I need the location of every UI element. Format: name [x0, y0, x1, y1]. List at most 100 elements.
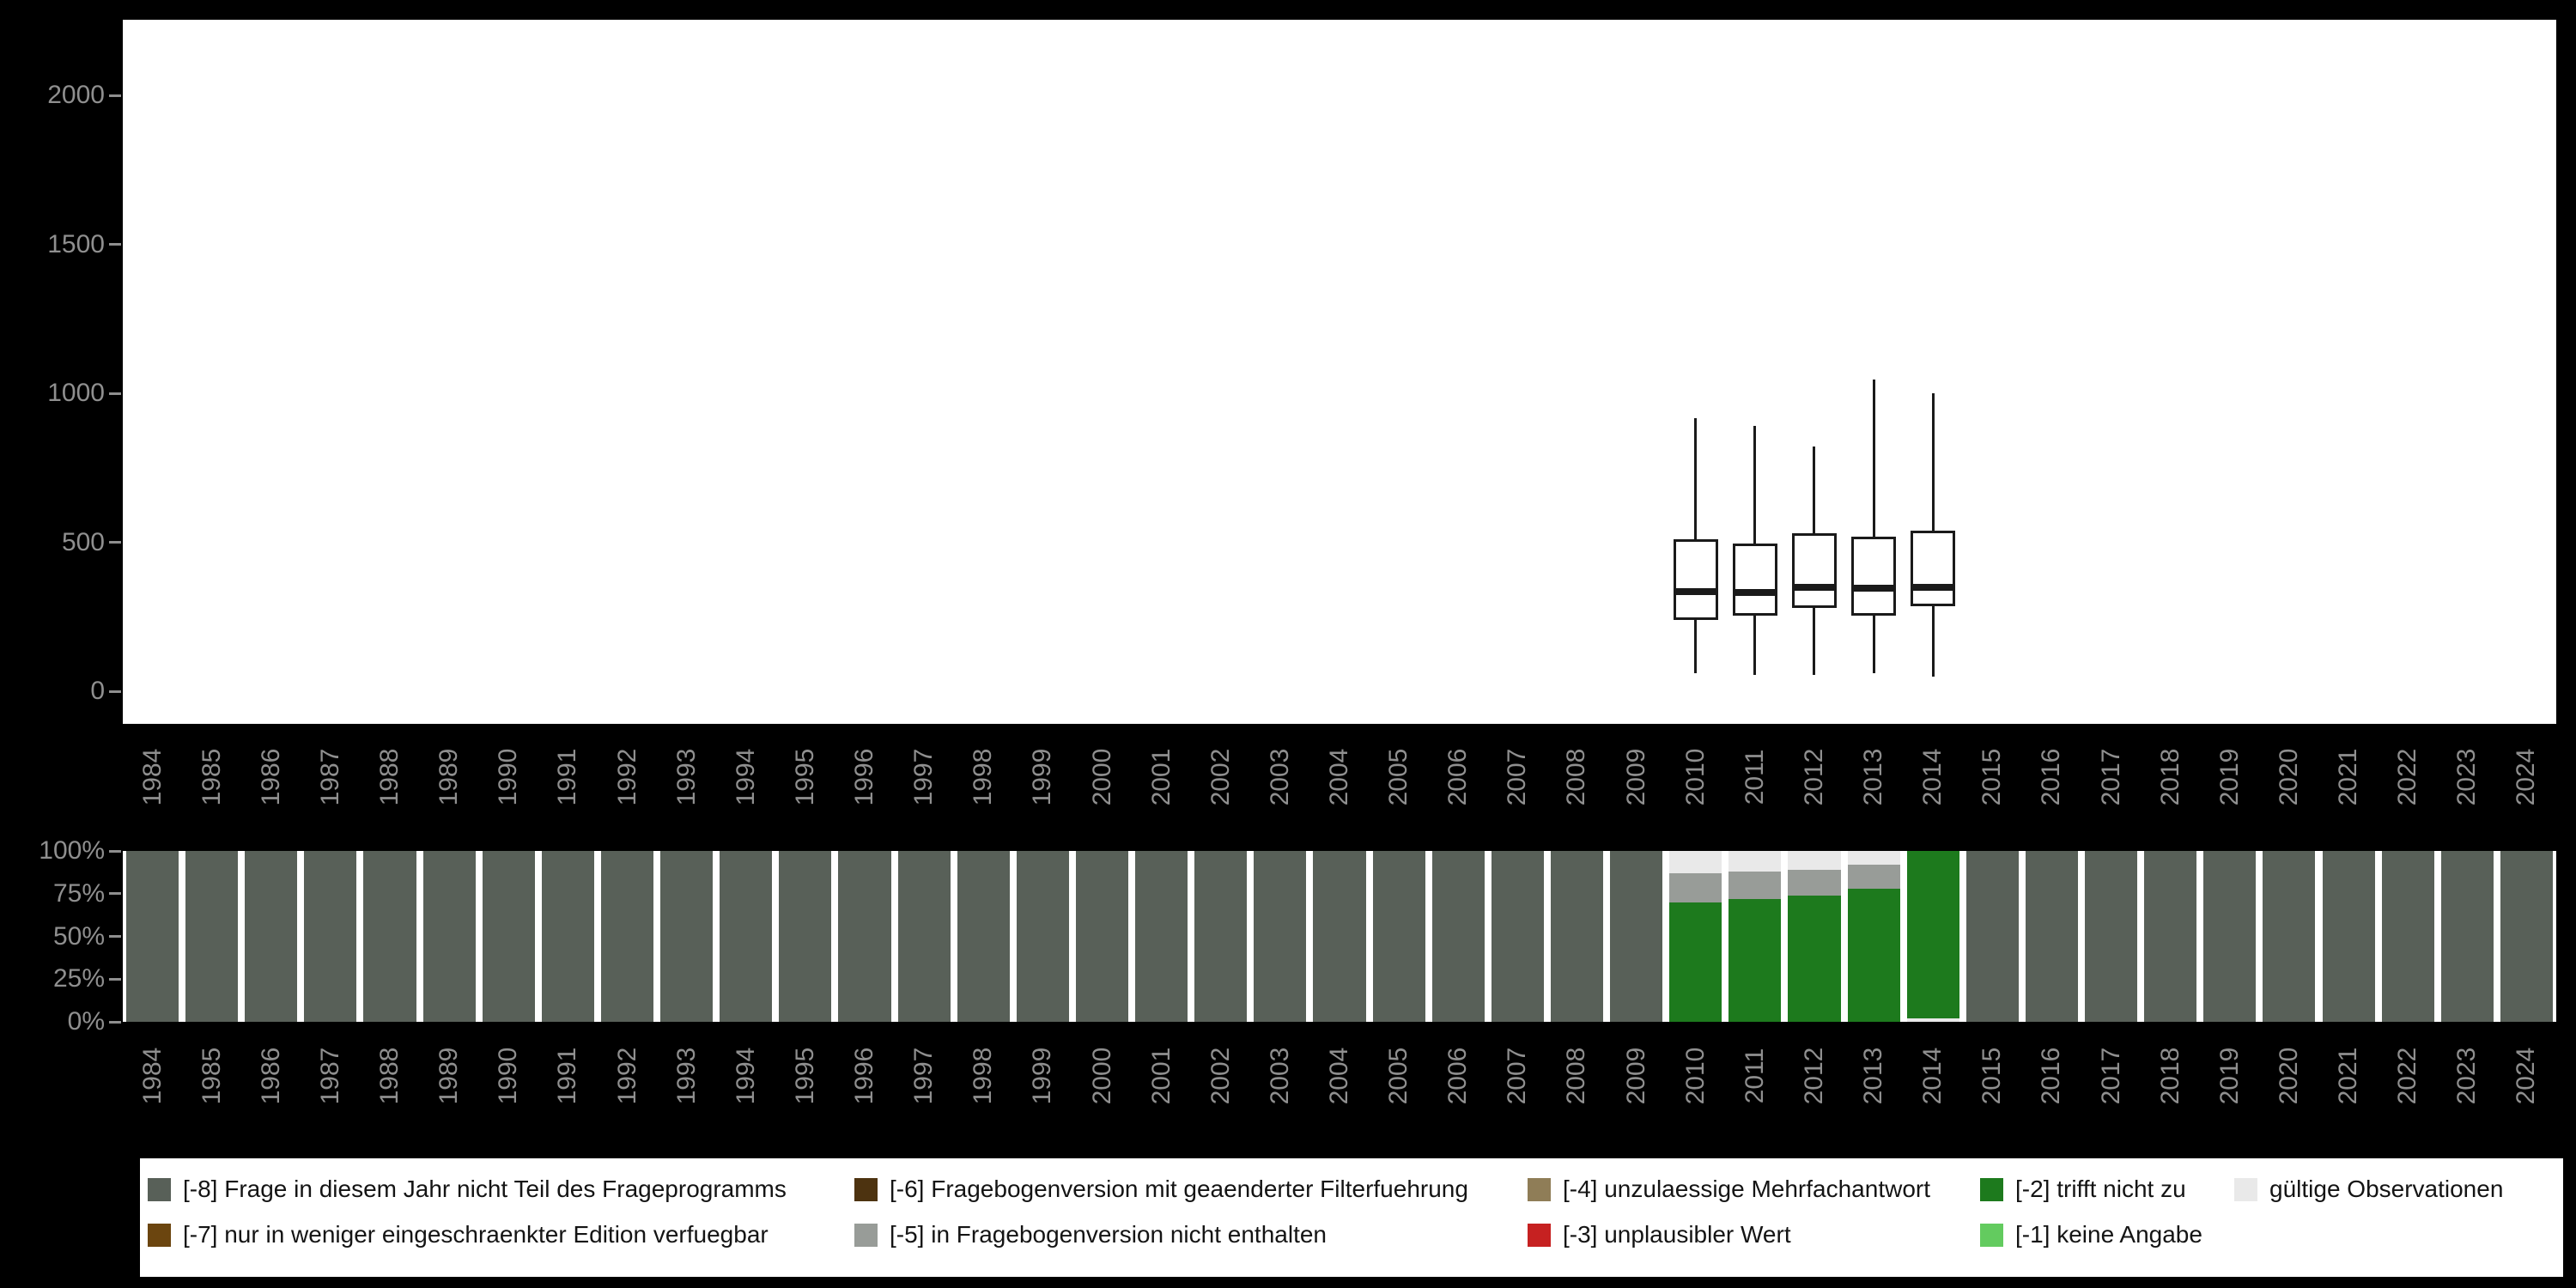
stacked-bar-2017 — [2085, 851, 2138, 1022]
bar-segment--8 — [2085, 851, 2138, 1022]
bars-y-tick-mark — [109, 977, 121, 981]
boxplot-y-tick-label: 1500 — [47, 229, 105, 258]
boxplot-year-label: 2024 — [2512, 748, 2541, 806]
bars-y-tick-label: 0% — [67, 1007, 105, 1036]
bars-year-label: 1995 — [790, 1047, 819, 1105]
boxplot-year-label: 1987 — [315, 748, 344, 806]
stacked-bar-1988 — [363, 851, 416, 1022]
legend-label: [-4] unzulaessige Mehrfachantwort — [1563, 1176, 1930, 1202]
bars-year-label: 2016 — [2037, 1047, 2066, 1105]
boxplot-year-label: 2004 — [1325, 748, 1353, 806]
stacked-bar-2004 — [1313, 851, 1366, 1022]
stacked-bar-2014 — [1906, 851, 1959, 1022]
bar-segment--8 — [2203, 851, 2257, 1022]
boxplot-year-label: 1999 — [1028, 748, 1057, 806]
bar-segment--8 — [1016, 851, 1069, 1022]
boxplot-year-label: 2010 — [1680, 748, 1710, 806]
bars-year-label: 1988 — [375, 1047, 404, 1105]
bar-segment--8 — [957, 851, 1010, 1022]
legend-label: [-2] trifft nicht zu — [2015, 1176, 2186, 1202]
bars-y-tick-label: 100% — [39, 836, 105, 865]
boxplot-year-label: 2008 — [1562, 748, 1591, 806]
bars-year-label: 2012 — [1799, 1047, 1828, 1105]
bar-segment--8 — [1075, 851, 1129, 1022]
boxplot-year-label: 2012 — [1799, 748, 1828, 806]
stacked-bar-2007 — [1491, 851, 1544, 1022]
missing-codes-bar-panel — [123, 851, 2556, 1022]
bar-segment--8 — [1135, 851, 1188, 1022]
bar-segment--8 — [838, 851, 891, 1022]
bars-y-tick-mark — [109, 892, 121, 896]
bars-year-label: 2002 — [1206, 1047, 1235, 1105]
legend-swatch--3-icon — [1528, 1223, 1551, 1247]
bars-year-label: 2013 — [1859, 1047, 1888, 1105]
bar-segment--8 — [245, 851, 298, 1022]
bar-segment--8 — [660, 851, 714, 1022]
stacked-bar-2000 — [1075, 851, 1129, 1022]
legend-item--2: [-2] trifft nicht zu — [1980, 1176, 2186, 1203]
legend-item--4: [-4] unzulaessige Mehrfachantwort — [1528, 1176, 1930, 1203]
stacked-bar-1997 — [897, 851, 951, 1022]
boxplot-year-label: 1996 — [850, 748, 879, 806]
bar-segment--5 — [1847, 864, 1900, 889]
legend-swatch--2-icon — [1980, 1177, 2003, 1201]
stacked-bar-2012 — [1788, 851, 1841, 1022]
legend-item--3: [-3] unplausibler Wert — [1528, 1221, 1791, 1249]
bar-segment--8 — [897, 851, 951, 1022]
stacked-bar-1999 — [1016, 851, 1069, 1022]
boxplot-year-label: 2001 — [1146, 748, 1176, 806]
stacked-bar-2010 — [1669, 851, 1722, 1022]
bar-segment--8 — [2381, 851, 2434, 1022]
bars-y-tick-mark — [109, 849, 121, 853]
bar-segment--2 — [1788, 895, 1841, 1022]
bar-segment--5 — [1669, 872, 1722, 902]
bars-year-label: 1984 — [137, 1047, 167, 1105]
boxplot-year-label: 2003 — [1265, 748, 1294, 806]
stacked-bar-1990 — [482, 851, 535, 1022]
bar-segment--2 — [1906, 851, 1959, 1019]
bar-segment--8 — [363, 851, 416, 1022]
bars-y-tick-label: 50% — [52, 921, 105, 951]
bar-segment--2 — [1847, 888, 1900, 1022]
stacked-bar-2016 — [2025, 851, 2078, 1022]
boxplot-year-label: 1991 — [553, 748, 582, 806]
bars-year-label: 2000 — [1087, 1047, 1116, 1105]
bars-year-label: 2003 — [1265, 1047, 1294, 1105]
bar-segment--8 — [600, 851, 654, 1022]
boxplot-year-label: 1985 — [197, 748, 226, 806]
boxplot-year-label: 2022 — [2393, 748, 2422, 806]
bar-segment--8 — [1254, 851, 1307, 1022]
boxplot-year-label: 2021 — [2334, 748, 2363, 806]
boxplot-year-label: 2014 — [1918, 748, 1947, 806]
bar-segment--8 — [2263, 851, 2316, 1022]
bars-year-label: 2011 — [1740, 1048, 1769, 1104]
boxplot-box — [1911, 530, 1956, 607]
stacked-bar-1987 — [304, 851, 357, 1022]
stacked-bar-1996 — [838, 851, 891, 1022]
boxplot-year-label: 1992 — [612, 748, 641, 806]
stacked-bar-1986 — [245, 851, 298, 1022]
legend-label: [-5] in Fragebogenversion nicht enthalte… — [890, 1221, 1327, 1248]
legend-label: [-6] Fragebogenversion mit geaenderter F… — [890, 1176, 1468, 1202]
boxplot-median — [1911, 583, 1956, 591]
boxplot-median — [1851, 585, 1897, 592]
stacked-bar-1995 — [779, 851, 832, 1022]
bar-segment-valid — [1847, 851, 1900, 865]
legend-swatch--5-icon — [854, 1223, 878, 1247]
stacked-bar-2024 — [2500, 851, 2553, 1022]
bars-year-label: 2001 — [1146, 1047, 1176, 1105]
bars-y-tick-label: 75% — [52, 878, 105, 908]
legend-item--7: [-7] nur in weniger eingeschraenkter Edi… — [148, 1221, 769, 1249]
bar-segment--8 — [422, 851, 476, 1022]
bar-segment--8 — [1431, 851, 1485, 1022]
bar-segment--8 — [2440, 851, 2494, 1022]
bar-segment--8 — [1610, 851, 1663, 1022]
legend-swatch--4-icon — [1528, 1177, 1551, 1201]
bars-year-label: 1994 — [731, 1047, 760, 1105]
legend-swatch-valid-icon — [2234, 1177, 2257, 1201]
stacked-bar-1991 — [541, 851, 594, 1022]
legend-swatch--6-icon — [854, 1177, 878, 1201]
stacked-bar-1989 — [422, 851, 476, 1022]
bars-year-label: 2006 — [1443, 1047, 1473, 1105]
boxplot-year-label: 2011 — [1740, 749, 1769, 805]
